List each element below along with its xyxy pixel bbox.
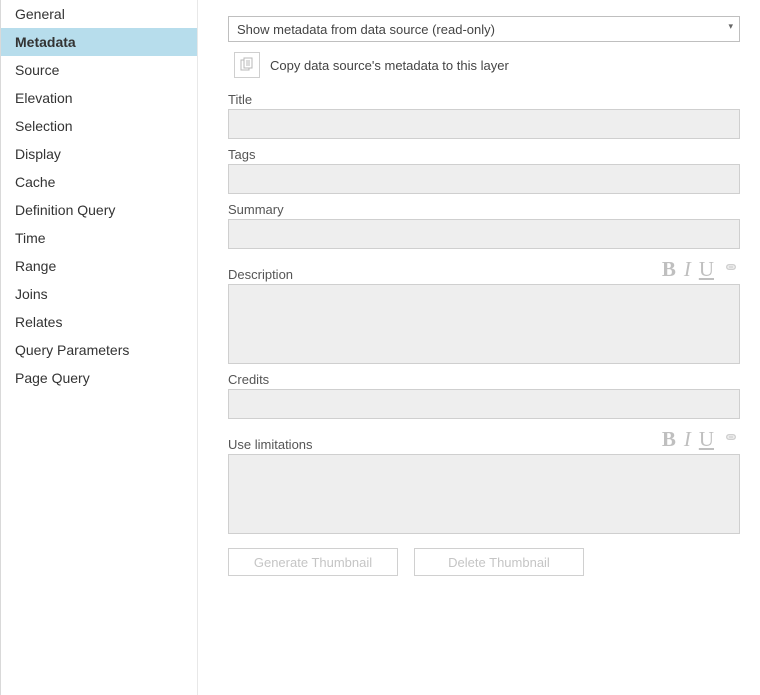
use-limitations-toolbar: B I U (662, 427, 740, 452)
sidebar-item-source[interactable]: Source (1, 56, 197, 84)
sidebar-item-page-query[interactable]: Page Query (1, 364, 197, 392)
title-input[interactable] (228, 109, 740, 139)
title-label: Title (228, 92, 740, 107)
sidebar-item-selection[interactable]: Selection (1, 112, 197, 140)
underline-button[interactable]: U (699, 427, 714, 452)
italic-button[interactable]: I (684, 257, 691, 282)
copy-metadata-label: Copy data source's metadata to this laye… (270, 58, 509, 73)
tags-field: Tags (228, 147, 740, 194)
sidebar-item-display[interactable]: Display (1, 140, 197, 168)
sidebar-item-query-parameters[interactable]: Query Parameters (1, 336, 197, 364)
thumbnail-buttons: Generate Thumbnail Delete Thumbnail (228, 548, 740, 576)
sidebar-item-metadata[interactable]: Metadata (1, 28, 197, 56)
description-field: Description B I U (228, 257, 740, 364)
copy-metadata-button[interactable] (234, 52, 260, 78)
sidebar-item-relates[interactable]: Relates (1, 308, 197, 336)
copy-metadata-row: Copy data source's metadata to this laye… (234, 52, 740, 78)
summary-label: Summary (228, 202, 740, 217)
link-icon[interactable] (722, 430, 740, 449)
description-label: Description (228, 267, 293, 282)
generate-thumbnail-label: Generate Thumbnail (254, 555, 372, 570)
metadata-source-dropdown[interactable]: Show metadata from data source (read-onl… (228, 16, 740, 42)
sidebar-item-range[interactable]: Range (1, 252, 197, 280)
tags-input[interactable] (228, 164, 740, 194)
chevron-down-icon: ▾ (728, 21, 733, 32)
credits-input[interactable] (228, 389, 740, 419)
tags-label: Tags (228, 147, 740, 162)
bold-button[interactable]: B (662, 257, 676, 282)
credits-label: Credits (228, 372, 740, 387)
description-input[interactable] (228, 284, 740, 364)
delete-thumbnail-label: Delete Thumbnail (448, 555, 550, 570)
dropdown-value: Show metadata from data source (read-onl… (237, 22, 495, 37)
main-panel: Show metadata from data source (read-onl… (198, 0, 760, 695)
sidebar-item-elevation[interactable]: Elevation (1, 84, 197, 112)
link-icon[interactable] (722, 260, 740, 279)
underline-button[interactable]: U (699, 257, 714, 282)
summary-input[interactable] (228, 219, 740, 249)
use-limitations-field: Use limitations B I U (228, 427, 740, 534)
use-limitations-input[interactable] (228, 454, 740, 534)
credits-field: Credits (228, 372, 740, 419)
sidebar-item-definition-query[interactable]: Definition Query (1, 196, 197, 224)
description-toolbar: B I U (662, 257, 740, 282)
delete-thumbnail-button[interactable]: Delete Thumbnail (414, 548, 584, 576)
summary-field: Summary (228, 202, 740, 249)
generate-thumbnail-button[interactable]: Generate Thumbnail (228, 548, 398, 576)
sidebar-item-general[interactable]: General (1, 0, 197, 28)
use-limitations-label: Use limitations (228, 437, 313, 452)
italic-button[interactable]: I (684, 427, 691, 452)
sidebar: GeneralMetadataSourceElevationSelectionD… (0, 0, 198, 695)
sidebar-item-joins[interactable]: Joins (1, 280, 197, 308)
copy-icon (239, 57, 255, 73)
sidebar-item-cache[interactable]: Cache (1, 168, 197, 196)
sidebar-item-time[interactable]: Time (1, 224, 197, 252)
bold-button[interactable]: B (662, 427, 676, 452)
title-field: Title (228, 92, 740, 139)
